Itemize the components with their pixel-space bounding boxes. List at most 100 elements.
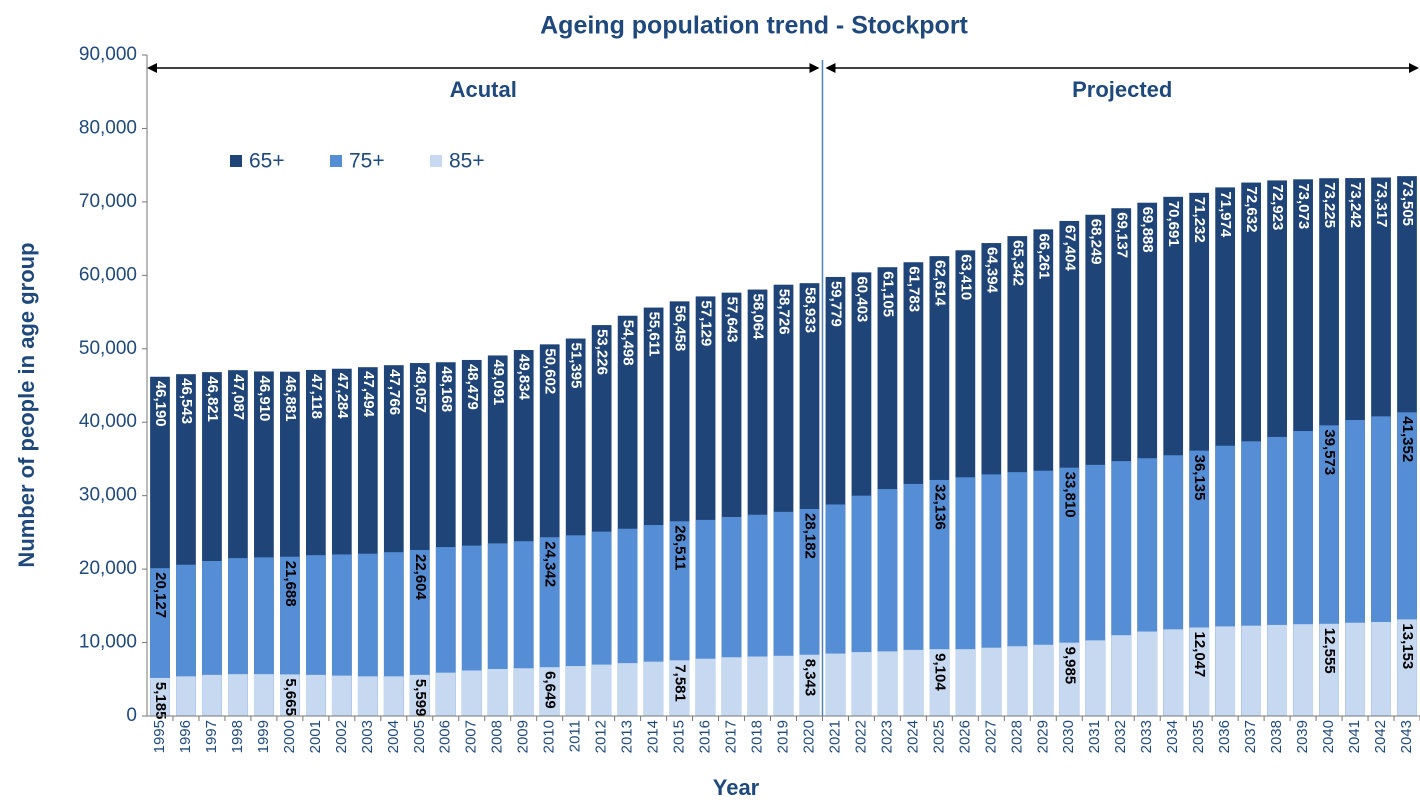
bar xyxy=(591,664,612,716)
data-label: 26,511 xyxy=(672,525,689,570)
data-label: 58,064 xyxy=(750,294,767,341)
annotation: Projected xyxy=(1072,77,1172,102)
legend-label: 75+ xyxy=(349,150,385,173)
bar xyxy=(254,674,274,716)
bar xyxy=(929,649,950,716)
bar xyxy=(539,667,560,716)
x-tick-label: 2015 xyxy=(671,720,688,753)
x-tick-label: 2000 xyxy=(281,720,298,753)
bar xyxy=(903,649,924,716)
x-axis-label: Year xyxy=(713,775,760,800)
legend-swatch xyxy=(330,155,342,167)
x-tick-label: 2021 xyxy=(826,720,843,753)
data-label: 55,611 xyxy=(646,312,663,357)
bar xyxy=(176,676,196,716)
data-label: 5,665 xyxy=(282,678,299,716)
x-tick-label: 2041 xyxy=(1346,720,1363,753)
data-label: 5,185 xyxy=(152,682,169,720)
data-label: 8,343 xyxy=(802,659,819,697)
x-tick-label: 2004 xyxy=(385,720,402,753)
data-label: 48,479 xyxy=(464,364,481,410)
x-tick-label: 2028 xyxy=(1008,720,1025,753)
data-label: 58,726 xyxy=(776,289,793,335)
x-tick-label: 1998 xyxy=(229,720,246,753)
data-label: 49,091 xyxy=(490,359,507,405)
data-label: 5,599 xyxy=(412,679,429,717)
data-label: 50,602 xyxy=(542,348,559,394)
bar xyxy=(799,654,820,716)
data-label: 73,317 xyxy=(1373,182,1390,228)
x-tick-label: 2025 xyxy=(930,720,947,753)
data-label: 56,458 xyxy=(672,305,689,351)
bar xyxy=(1345,622,1365,716)
y-tick-label: 30,000 xyxy=(79,485,137,506)
x-tick-label: 2019 xyxy=(774,720,791,753)
arrow-head xyxy=(825,63,836,73)
data-label: 48,057 xyxy=(412,367,429,413)
bar xyxy=(773,655,794,716)
bar xyxy=(1371,621,1391,716)
x-tick-label: 2031 xyxy=(1086,720,1103,753)
bar xyxy=(150,677,170,716)
y-axis-label: Number of people in age group xyxy=(14,242,39,567)
data-label: 46,543 xyxy=(178,378,195,424)
y-tick-label: 60,000 xyxy=(79,264,137,285)
bar xyxy=(409,549,430,716)
arrow-head xyxy=(1409,63,1419,73)
data-label: 47,494 xyxy=(360,371,377,418)
x-tick-label: 2029 xyxy=(1034,720,1051,753)
x-tick-label: 2011 xyxy=(567,720,584,752)
x-tick-label: 2009 xyxy=(515,720,532,753)
x-tick-label: 2006 xyxy=(437,720,454,753)
bar xyxy=(202,674,222,716)
data-label: 13,153 xyxy=(1399,623,1416,669)
bar xyxy=(305,674,326,716)
bar xyxy=(1059,642,1080,716)
bar xyxy=(669,660,690,716)
x-tick-label: 2026 xyxy=(956,720,973,753)
bar xyxy=(1241,625,1262,716)
data-label: 60,403 xyxy=(853,276,870,322)
data-label: 69,888 xyxy=(1139,207,1156,253)
x-tick-label: 2023 xyxy=(878,720,895,753)
data-label: 33,810 xyxy=(1061,472,1078,518)
data-label: 28,182 xyxy=(802,513,819,559)
x-tick-label: 2035 xyxy=(1190,720,1207,753)
data-label: 72,923 xyxy=(1269,184,1286,230)
data-label: 20,127 xyxy=(152,572,169,618)
bar xyxy=(617,663,638,716)
data-label: 32,136 xyxy=(931,484,948,530)
bar xyxy=(1319,623,1339,716)
x-tick-label: 2036 xyxy=(1216,720,1233,753)
data-label: 49,834 xyxy=(516,354,533,401)
data-label: 12,047 xyxy=(1191,632,1208,678)
data-label: 54,498 xyxy=(620,320,637,366)
x-tick-label: 2010 xyxy=(541,720,558,753)
data-label: 51,395 xyxy=(568,343,585,389)
bar xyxy=(565,666,586,716)
data-label: 9,104 xyxy=(931,653,948,691)
bar xyxy=(877,651,898,716)
data-label: 71,974 xyxy=(1217,191,1234,238)
x-tick-label: 2034 xyxy=(1164,720,1181,753)
bar xyxy=(487,668,508,716)
bar xyxy=(1111,635,1132,716)
x-tick-label: 2003 xyxy=(359,720,376,753)
bar xyxy=(331,675,352,716)
x-tick-label: 2027 xyxy=(982,720,999,753)
x-tick-label: 1999 xyxy=(255,720,272,753)
arrow-head xyxy=(147,63,157,73)
data-label: 46,190 xyxy=(152,381,169,427)
x-tick-label: 2012 xyxy=(593,720,610,753)
bar xyxy=(409,674,430,716)
x-tick-label: 2014 xyxy=(645,720,662,753)
data-label: 47,087 xyxy=(230,374,247,420)
data-label: 9,985 xyxy=(1061,647,1078,685)
x-tick-label: 1996 xyxy=(177,720,194,753)
bar xyxy=(280,674,300,716)
x-tick-label: 2024 xyxy=(904,720,921,753)
x-tick-label: 2040 xyxy=(1320,720,1337,753)
data-label: 46,821 xyxy=(204,376,221,422)
data-label: 65,342 xyxy=(1009,240,1026,286)
x-tick-label: 2038 xyxy=(1268,720,1285,753)
